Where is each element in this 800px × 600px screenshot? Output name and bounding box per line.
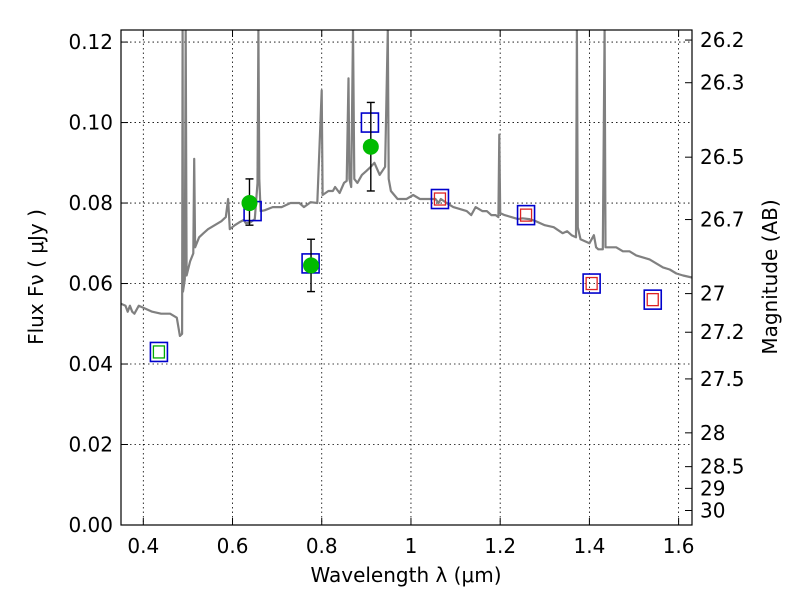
y2-tick-label: 27.5	[700, 367, 745, 391]
synthetic-flux-marker	[149, 341, 169, 363]
synthetic-flux-marker	[643, 289, 663, 310]
y2-axis-label: Magnitude (AB)	[758, 199, 782, 354]
inner-band-marker	[585, 276, 598, 291]
observed-flux-point	[303, 257, 320, 274]
y2-tick-label: 28.5	[700, 455, 745, 479]
x-axis-label: Wavelength λ (μm)	[310, 563, 501, 587]
observed-flux-point	[362, 138, 379, 155]
x-axis-ticks: 0.4 0.6 0.8 1 1.2 1.4 1.6	[127, 30, 695, 558]
y-tick-label: 0.08	[68, 191, 113, 215]
synthetic-flux-marker	[430, 188, 450, 210]
plot-frame	[120, 29, 693, 526]
x-tick-label: 0.4	[127, 534, 159, 558]
y2-tick-label: 29	[700, 476, 725, 500]
y2-tick-label: 30	[700, 499, 725, 523]
x-tick-label: 0.8	[306, 534, 338, 558]
y-tick-label: 0.12	[68, 30, 113, 54]
y-tick-label: 0.10	[68, 111, 113, 135]
x-tick-label: 1.4	[573, 534, 605, 558]
synthetic-photometry-series	[149, 112, 663, 363]
x-tick-label: 1.2	[484, 534, 516, 558]
inner-band-marker	[433, 192, 447, 206]
synthetic-flux-marker	[582, 273, 601, 294]
y2-tick-label: 28	[700, 421, 725, 445]
y2-tick-label: 26.5	[700, 145, 745, 169]
x-tick-label: 1.6	[663, 534, 695, 558]
synthetic-flux-marker	[360, 112, 380, 133]
x-tick-label: 1	[405, 534, 418, 558]
y-tick-label: 0.02	[68, 433, 113, 457]
y-tick-label: 0.04	[68, 352, 113, 376]
y-axis-label: Flux Fν ( μJy )	[24, 209, 48, 345]
synthetic-flux-marker	[516, 204, 536, 226]
observed-detections-series	[241, 101, 379, 293]
y2-tick-label: 27.2	[700, 320, 745, 344]
y2-tick-label: 26.7	[700, 208, 745, 232]
observed-flux-point	[241, 195, 258, 212]
y2-tick-label: 26.2	[700, 28, 745, 52]
y-tick-label: 0.00	[68, 513, 113, 537]
y-tick-label: 0.06	[68, 272, 113, 296]
model-spectrum-line	[121, 30, 692, 337]
y2-tick-label: 26.3	[700, 71, 745, 95]
inner-band-marker	[646, 292, 659, 307]
grid-lines	[121, 30, 692, 526]
y-axis-ticks: 0.00 0.02 0.04 0.06 0.08 0.10 0.12	[68, 30, 128, 537]
x-tick-label: 0.6	[217, 534, 249, 558]
inner-band-marker	[152, 345, 166, 359]
y2-tick-label: 27	[700, 282, 725, 306]
inner-band-marker	[519, 208, 533, 222]
